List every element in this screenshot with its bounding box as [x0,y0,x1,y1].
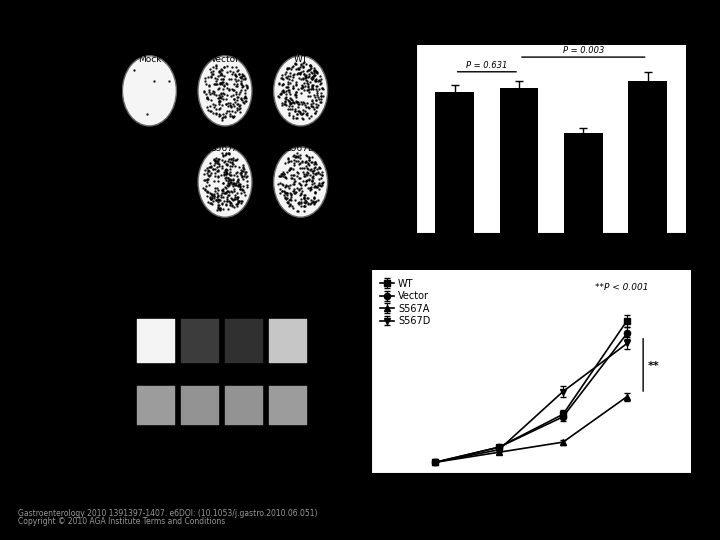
Text: P = 0.631: P = 0.631 [466,61,508,70]
X-axis label: Day: Day [520,498,542,508]
Ellipse shape [198,147,252,217]
Text: Copyright © 2010 AGA Institute Terms and Conditions: Copyright © 2010 AGA Institute Terms and… [18,517,225,526]
Bar [500,87,539,233]
Text: Mock: Mock [138,55,161,64]
Ellipse shape [122,56,176,126]
Text: P = 0.003: P = 0.003 [562,46,604,55]
Text: Supplementary Figure 4: Supplementary Figure 4 [261,17,459,35]
Text: C: C [338,242,349,257]
Text: Vector: Vector [150,222,172,249]
Text: Gastroenterology 2010 1391397-1407. e6DOI: (10.1053/j.gastro.2010.06.051): Gastroenterology 2010 1391397-1407. e6DO… [18,509,318,518]
Text: **P < 0.001: **P < 0.001 [595,282,649,292]
Text: Myc: Myc [317,338,336,348]
Text: A: A [119,39,130,55]
Legend: WT, Vector, S567A, S567D: WT, Vector, S567A, S567D [376,275,434,330]
Text: S567D: S567D [287,221,310,249]
Text: Actin: Actin [317,401,341,411]
Text: S567D: S567D [286,144,315,152]
Ellipse shape [274,56,328,126]
Bar [564,133,603,233]
Y-axis label: Numbers of colonies: Numbers of colonies [372,89,382,190]
Text: WT: WT [196,233,210,249]
Text: B: B [119,242,130,257]
Text: **: ** [647,361,660,371]
Ellipse shape [198,56,252,126]
Text: Vector: Vector [210,55,240,64]
Text: S567A: S567A [210,144,240,152]
Ellipse shape [274,147,328,217]
Text: S567A: S567A [241,222,264,249]
Y-axis label: Numbers of Cells  (x10⁴): Numbers of Cells (x10⁴) [333,312,343,431]
Bar [629,80,667,233]
Text: WT: WT [294,55,307,64]
Bar [436,92,474,233]
